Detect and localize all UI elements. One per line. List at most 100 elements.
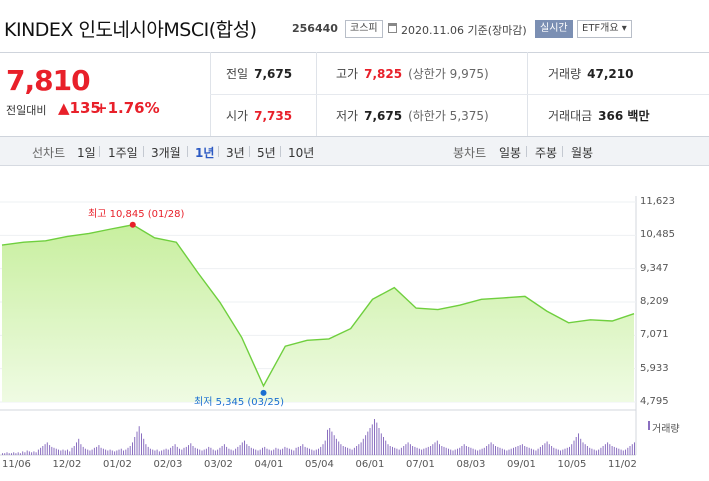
volume-bar	[89, 450, 91, 455]
volume-bar	[241, 442, 243, 455]
calendar-icon	[388, 23, 397, 33]
tab-monthly[interactable]: 월봉	[571, 146, 594, 160]
tab-1y[interactable]: 1년	[195, 146, 215, 160]
etf-overview-dropdown[interactable]: ETF개요 ▾	[577, 20, 632, 38]
volume-bar	[483, 447, 485, 455]
tab-1d[interactable]: 1일	[77, 146, 96, 160]
volume-bar	[524, 446, 526, 455]
volume-bar	[394, 447, 396, 455]
volume-bar	[125, 449, 127, 455]
volume-bar	[149, 448, 151, 455]
volume-bar	[266, 448, 268, 455]
volume-bar	[488, 444, 490, 455]
volume-bar	[284, 446, 286, 455]
volume-bar	[250, 447, 252, 455]
volume-bar	[598, 449, 600, 455]
volume-bar	[566, 447, 568, 455]
volume-bar	[347, 447, 349, 455]
volume-bar	[31, 452, 33, 455]
volume-bar	[190, 443, 192, 455]
volume-bar	[436, 440, 438, 455]
volume-bar	[230, 449, 232, 455]
volume-bar	[201, 450, 203, 455]
realtime-button[interactable]: 실시간	[535, 20, 573, 38]
volume-bar	[425, 447, 427, 455]
volume-bar	[586, 446, 588, 455]
volume-bar	[212, 449, 214, 455]
stat-amount: 거래대금 366 백만	[548, 109, 650, 123]
volume-bar	[329, 428, 331, 455]
volume-bar	[392, 446, 393, 455]
volume-bar	[138, 426, 140, 455]
volume-bar	[580, 438, 582, 455]
tab-5y[interactable]: 5년	[257, 146, 276, 160]
divider	[143, 146, 144, 157]
tab-daily[interactable]: 일봉	[499, 146, 522, 160]
volume-bar	[127, 447, 129, 455]
volume-bar	[495, 446, 496, 455]
stat-high: 고가 7,825 (상한가 9,975)	[336, 67, 489, 81]
volume-bar	[105, 449, 107, 455]
volume-bar	[551, 446, 553, 455]
volume-bar	[445, 447, 447, 455]
tab-weekly[interactable]: 주봉	[535, 146, 558, 160]
volume-bar	[324, 440, 326, 455]
volume-bar	[508, 449, 510, 455]
volume-bar	[257, 450, 259, 455]
y-tick-label: 11,623	[640, 196, 675, 207]
volume-bar	[44, 444, 46, 455]
volume-bar	[71, 447, 73, 455]
volume-bar	[553, 447, 555, 455]
volume-bar	[589, 447, 591, 455]
volume-bar	[275, 447, 277, 455]
stat-volume: 거래량 47,210	[548, 67, 634, 81]
volume-bar	[297, 446, 299, 455]
volume-bar	[526, 446, 528, 455]
volume-bar	[123, 450, 124, 455]
price-line	[1, 224, 635, 388]
volume-bar	[163, 449, 165, 455]
volume-bar	[156, 449, 158, 455]
price-chart[interactable]	[0, 166, 709, 466]
volume-bar	[634, 442, 635, 455]
volume-bar	[513, 447, 514, 455]
volume-bar	[441, 446, 443, 455]
volume-bar	[374, 419, 375, 455]
volume-bar	[111, 450, 113, 455]
volume-bar	[421, 449, 423, 455]
volume-bar	[562, 449, 564, 455]
tab-10y[interactable]: 10년	[288, 146, 315, 160]
divider	[218, 146, 219, 157]
volume-bar	[335, 438, 337, 455]
stat-prev-close: 전일 7,675	[226, 67, 293, 81]
volume-bar	[539, 446, 541, 455]
volume-bar	[58, 449, 59, 455]
volume-bar	[197, 448, 198, 455]
volume-bar	[593, 449, 595, 455]
tab-3y[interactable]: 3년	[226, 146, 245, 160]
volume-bar	[477, 450, 479, 455]
volume-bar	[217, 449, 219, 455]
volume-bar	[181, 449, 183, 455]
volume-bar	[389, 446, 391, 455]
x-tick-label: 05/04	[305, 459, 334, 470]
volume-bar	[11, 453, 12, 455]
line-chart-label: 선차트	[32, 146, 66, 160]
volume-bar	[344, 446, 346, 455]
volume-bar	[183, 447, 185, 455]
volume-bar	[210, 447, 212, 455]
volume-bar	[199, 449, 201, 455]
volume-bar	[109, 449, 111, 455]
volume-bar	[383, 437, 384, 455]
volume-bar	[26, 450, 28, 455]
tab-1w[interactable]: 1주일	[108, 146, 138, 160]
volume-bar	[295, 447, 297, 455]
volume-legend-icon	[648, 421, 650, 430]
volume-bar	[277, 448, 279, 455]
tab-3m[interactable]: 3개월	[151, 146, 181, 160]
volume-bar	[91, 449, 93, 455]
volume-bar	[98, 445, 100, 455]
volume-bar	[595, 450, 597, 455]
x-tick-label: 06/01	[355, 459, 385, 470]
volume-bar	[631, 444, 633, 455]
